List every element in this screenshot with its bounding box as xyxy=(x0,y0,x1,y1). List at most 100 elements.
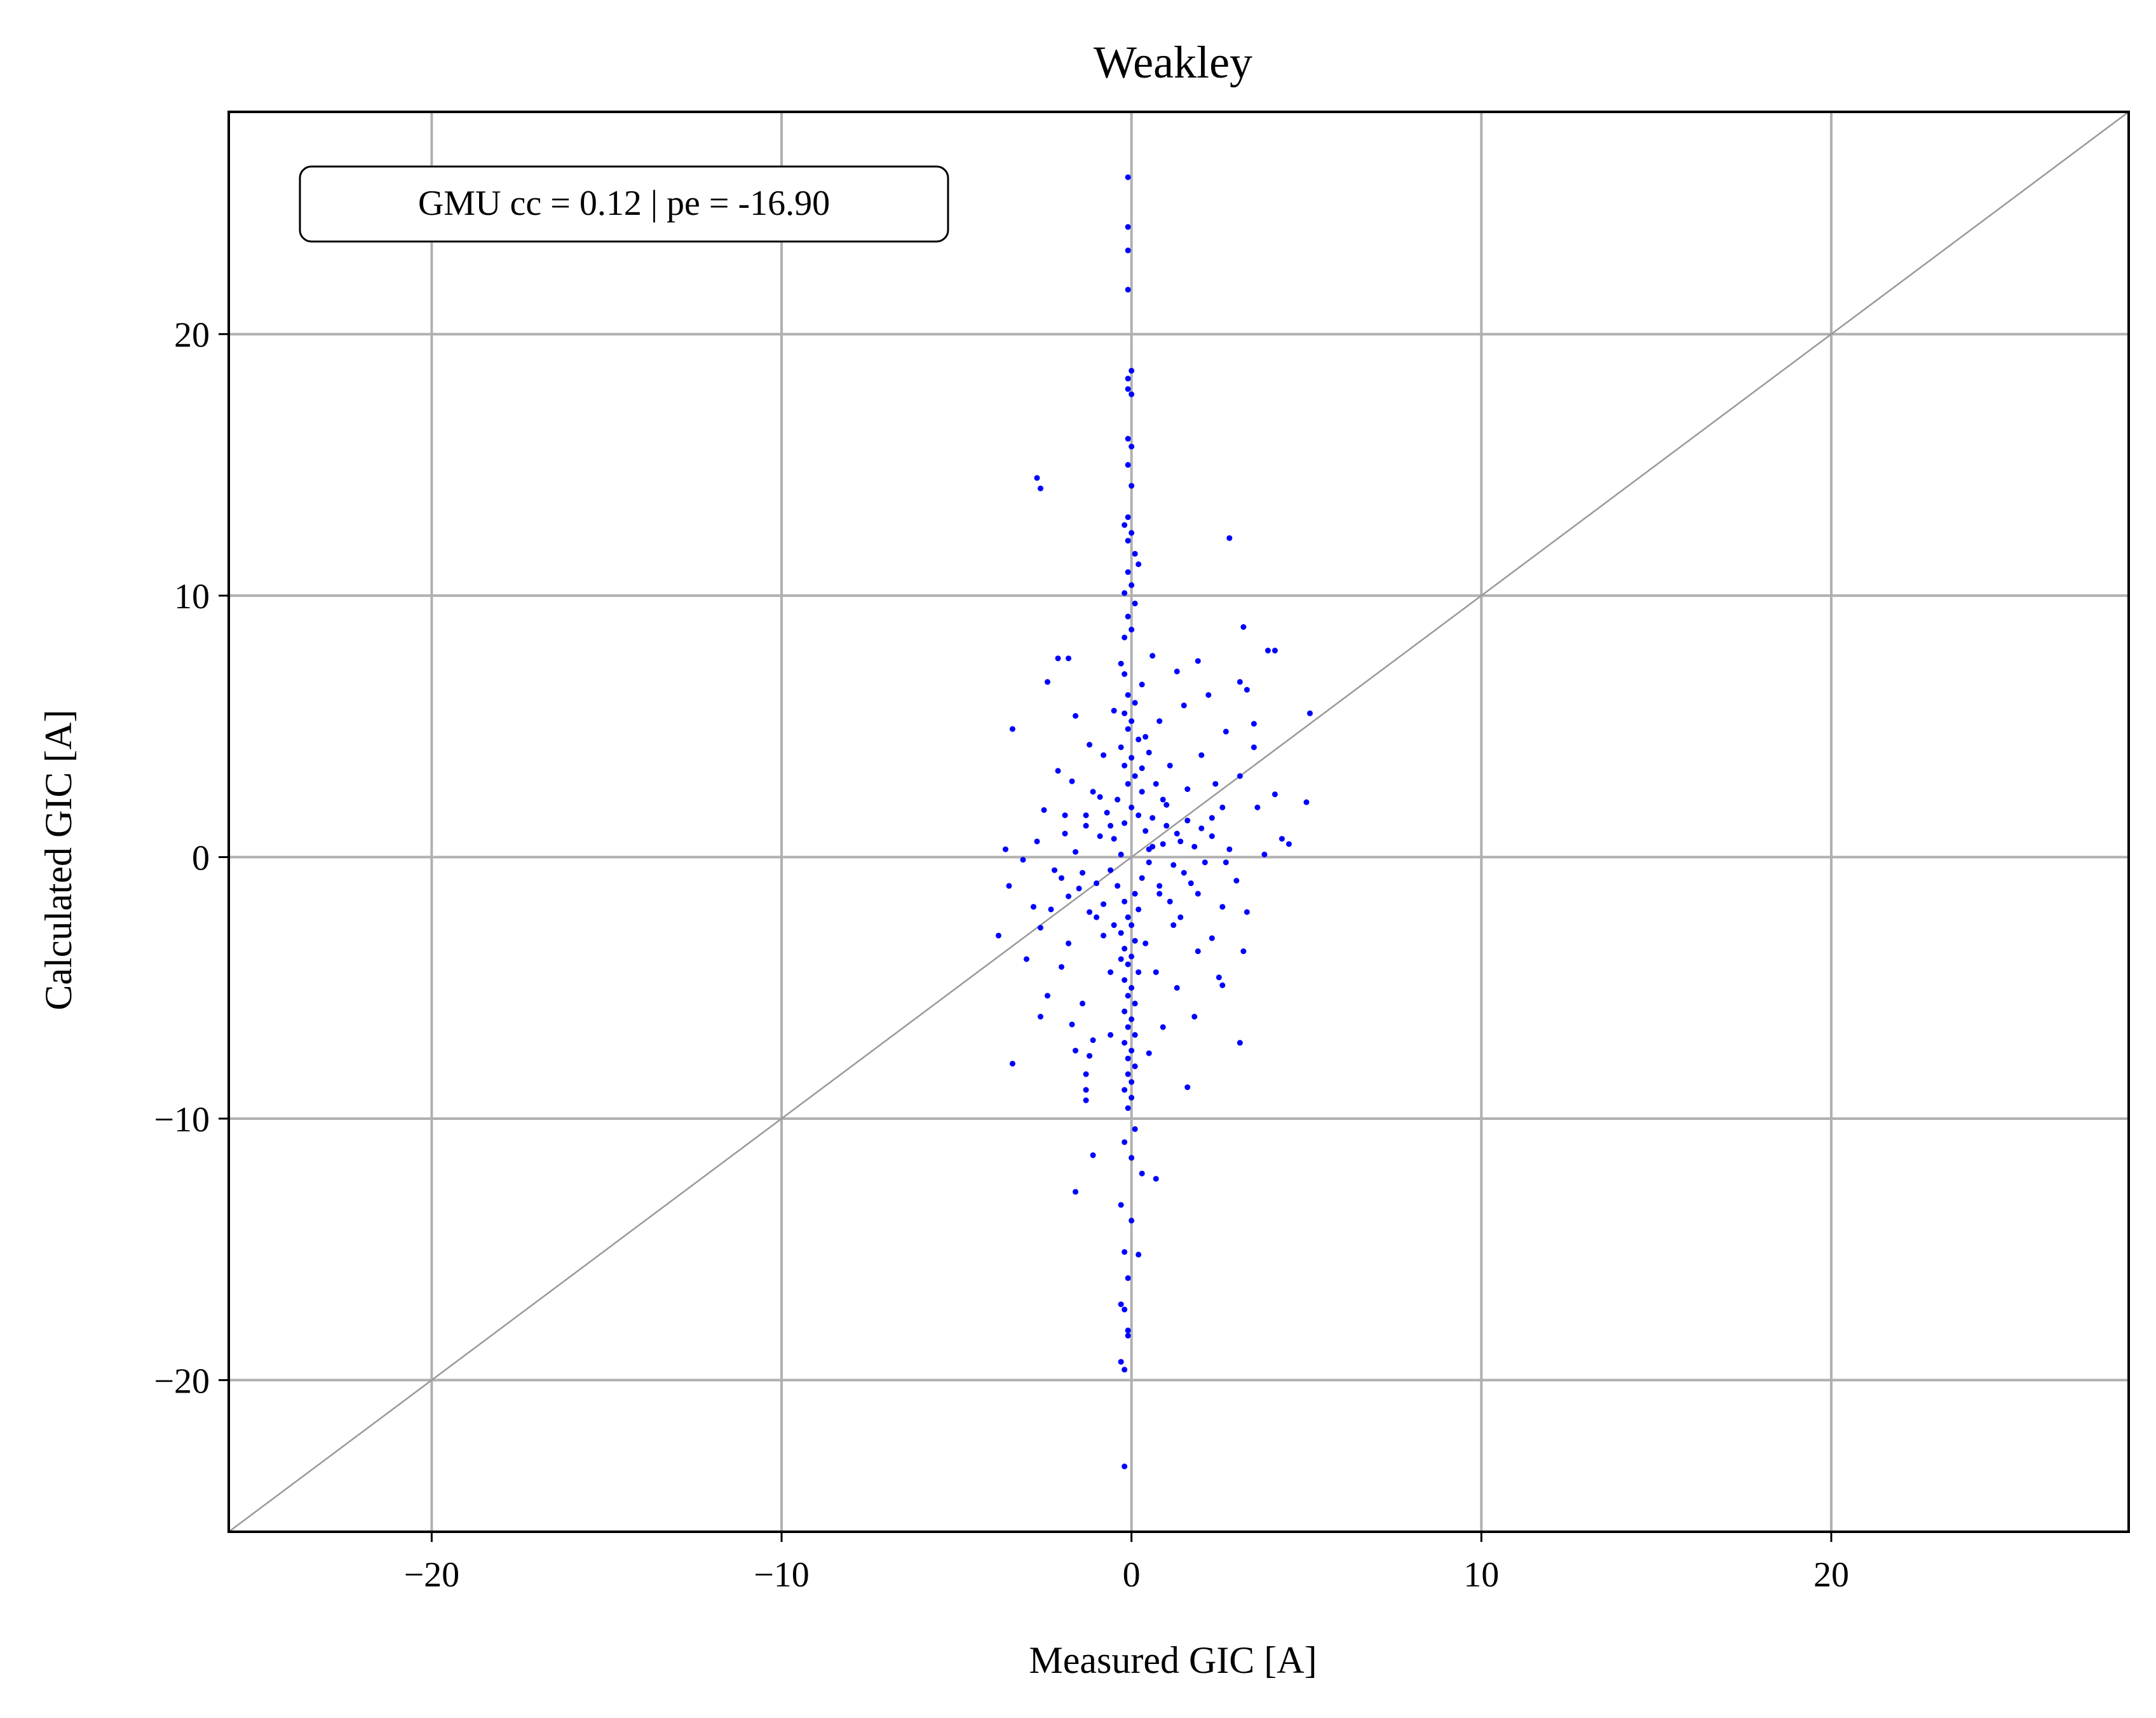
data-point xyxy=(1149,815,1156,821)
data-point xyxy=(1122,1139,1128,1145)
data-point xyxy=(1048,906,1054,913)
data-point xyxy=(1163,801,1170,808)
data-point xyxy=(1122,1306,1128,1312)
data-point xyxy=(1237,679,1243,685)
data-point xyxy=(1125,1071,1131,1077)
data-point xyxy=(1097,833,1103,840)
data-point xyxy=(1254,804,1261,810)
data-point xyxy=(1125,287,1131,293)
x-tick-label: −20 xyxy=(404,1555,460,1595)
data-point xyxy=(1125,247,1131,254)
x-tick-label: 10 xyxy=(1463,1555,1499,1595)
data-point xyxy=(1184,1084,1191,1091)
data-point xyxy=(1136,812,1142,819)
data-point xyxy=(1167,898,1173,904)
data-point xyxy=(1125,914,1131,920)
data-point xyxy=(1023,956,1029,962)
data-point xyxy=(1129,482,1135,489)
data-point xyxy=(1125,435,1131,442)
data-point xyxy=(1156,890,1163,897)
data-point xyxy=(1118,1202,1124,1208)
data-point xyxy=(1087,742,1093,748)
data-point xyxy=(1129,391,1135,397)
data-point xyxy=(1156,718,1163,725)
data-point xyxy=(1223,859,1229,866)
data-point xyxy=(1122,763,1128,769)
data-point xyxy=(1237,773,1243,779)
data-point xyxy=(1132,890,1138,897)
data-point xyxy=(1090,1037,1096,1044)
data-point xyxy=(1062,812,1068,819)
x-axis-label: Measured GIC [A] xyxy=(1029,1639,1317,1681)
data-point xyxy=(1122,522,1128,528)
data-point xyxy=(1069,1021,1075,1028)
data-point xyxy=(1125,1055,1131,1061)
data-point xyxy=(1264,648,1271,654)
data-point xyxy=(1202,859,1208,866)
data-point xyxy=(1111,922,1117,929)
data-point xyxy=(1118,1301,1124,1307)
data-point xyxy=(1125,1275,1131,1281)
data-point xyxy=(1118,660,1124,667)
data-point xyxy=(1278,836,1285,842)
data-point xyxy=(1080,1000,1086,1007)
data-point xyxy=(1153,969,1159,976)
data-point xyxy=(1122,671,1128,678)
data-point xyxy=(1125,1024,1131,1030)
data-point xyxy=(1142,733,1149,740)
data-point xyxy=(1101,932,1107,939)
data-point xyxy=(1125,613,1131,620)
data-point xyxy=(1122,1040,1128,1046)
data-point xyxy=(1009,1061,1015,1067)
data-point xyxy=(1219,904,1226,910)
data-point xyxy=(1129,922,1135,929)
data-point xyxy=(1122,898,1128,904)
data-point xyxy=(1188,880,1194,887)
data-point xyxy=(1066,655,1072,662)
data-point xyxy=(1205,692,1212,698)
grid xyxy=(229,112,2129,1532)
data-point xyxy=(1149,653,1156,659)
data-point xyxy=(1149,843,1156,850)
data-point xyxy=(1251,721,1257,727)
data-point xyxy=(1170,862,1177,868)
data-point xyxy=(1226,846,1233,852)
data-point xyxy=(1066,940,1072,946)
reference-line xyxy=(228,111,2129,1533)
data-point xyxy=(1125,692,1131,698)
data-point xyxy=(1122,820,1128,826)
data-point xyxy=(1303,799,1310,805)
plot-frame xyxy=(227,111,2130,1533)
data-point xyxy=(1209,815,1215,821)
data-point xyxy=(1198,825,1205,831)
data-point xyxy=(1125,1105,1131,1112)
data-point xyxy=(1244,909,1250,915)
data-point xyxy=(1139,789,1145,795)
x-ticks: −20 −10 0 10 20 xyxy=(404,1532,1849,1595)
data-point xyxy=(1090,1152,1096,1159)
data-point xyxy=(1122,710,1128,716)
data-point xyxy=(1146,1050,1152,1056)
data-point xyxy=(1125,224,1131,230)
data-point xyxy=(1198,752,1205,758)
data-point xyxy=(1174,831,1180,837)
data-point xyxy=(1097,794,1103,800)
data-point xyxy=(1132,773,1138,779)
data-point xyxy=(1129,1079,1135,1085)
data-point xyxy=(1219,804,1226,810)
data-point xyxy=(1129,444,1135,450)
data-point xyxy=(1177,914,1184,920)
data-point xyxy=(1226,535,1233,542)
data-point xyxy=(1129,953,1135,960)
data-point xyxy=(1139,875,1145,881)
data-point xyxy=(1195,890,1201,897)
data-point xyxy=(1240,624,1247,630)
data-point xyxy=(1125,961,1131,967)
y-ticks: −20 −10 0 10 20 xyxy=(154,316,229,1401)
data-point xyxy=(1073,1189,1079,1195)
data-point xyxy=(1195,948,1201,955)
data-point xyxy=(1136,736,1142,742)
data-point xyxy=(1030,904,1036,910)
